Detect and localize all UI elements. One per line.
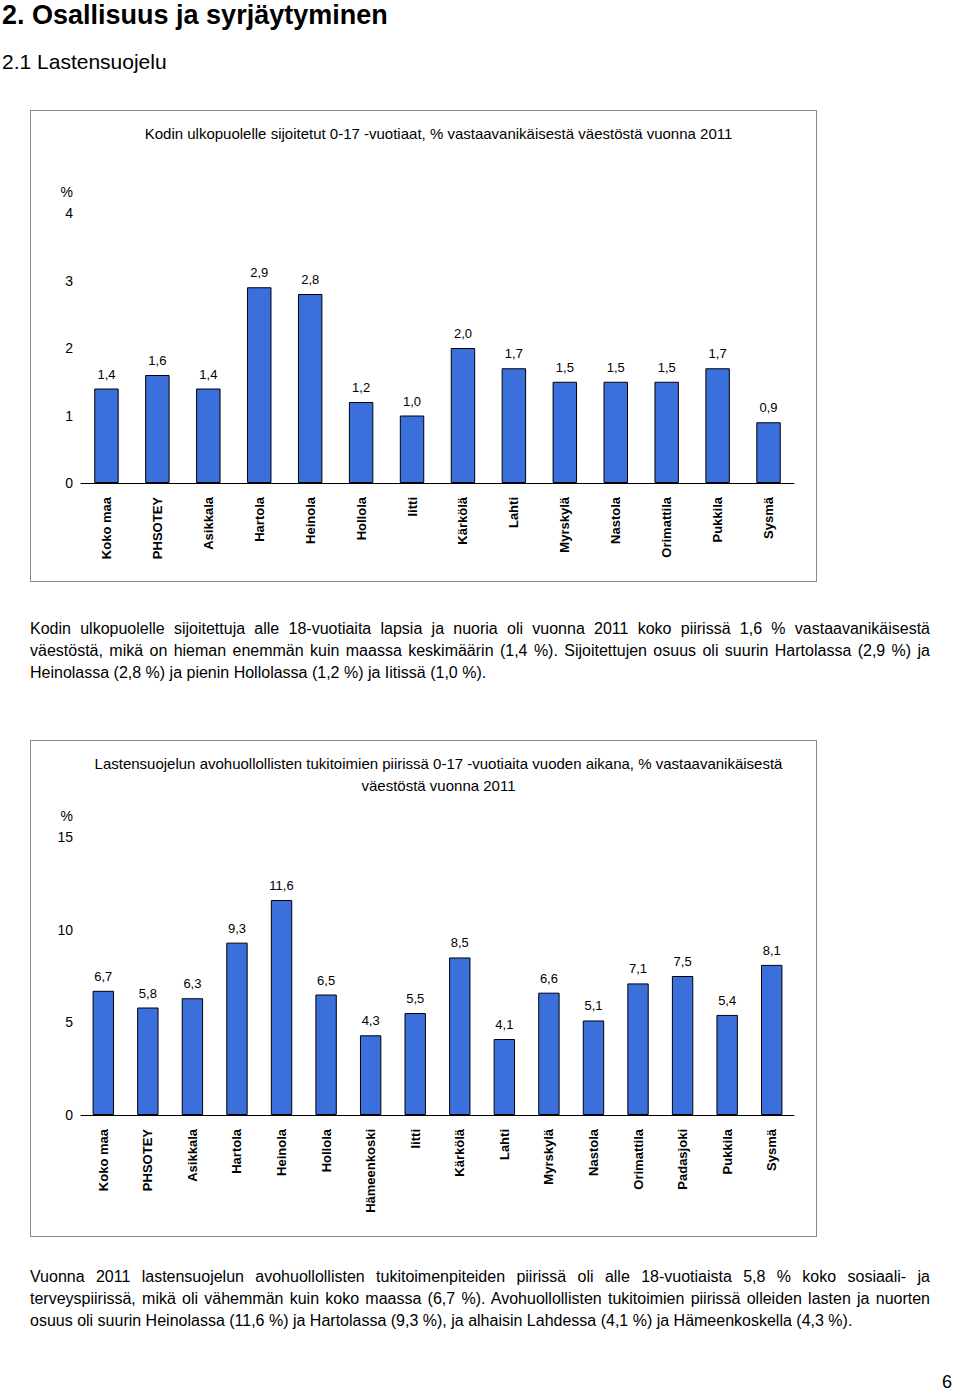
svg-text:Heinola: Heinola <box>303 496 318 544</box>
svg-text:6,3: 6,3 <box>183 976 201 991</box>
svg-text:15: 15 <box>57 829 73 845</box>
svg-text:Asikkala: Asikkala <box>201 496 216 550</box>
svg-text:Hartola: Hartola <box>229 1128 244 1174</box>
svg-text:1,5: 1,5 <box>658 360 676 375</box>
svg-text:PHSOTEY: PHSOTEY <box>140 1129 155 1191</box>
html-text:2.1 Lastensuojelu: 2.1 Lastensuojelu <box>2 50 167 73</box>
svg-text:Hartola: Hartola <box>252 496 267 542</box>
svg-text:2,0: 2,0 <box>454 326 472 341</box>
svg-text:3: 3 <box>65 273 73 289</box>
svg-text:1,0: 1,0 <box>403 394 421 409</box>
svg-text:1: 1 <box>65 408 73 424</box>
svg-text:Iitti: Iitti <box>408 1129 423 1149</box>
html-text:Kodin ulkopuolelle sijoitettuj: Kodin ulkopuolelle sijoitettuja alle 18-… <box>30 620 930 681</box>
svg-text:Koko maa: Koko maa <box>96 1128 111 1191</box>
svg-text:Hämeenkoski: Hämeenkoski <box>363 1129 378 1213</box>
svg-text:5,5: 5,5 <box>406 991 424 1006</box>
svg-text:4: 4 <box>65 205 73 221</box>
svg-text:Nastola: Nastola <box>608 496 623 544</box>
svg-text:6,7: 6,7 <box>94 969 112 984</box>
svg-text:Lahti: Lahti <box>497 1129 512 1160</box>
svg-text:Iitti: Iitti <box>405 497 420 517</box>
svg-text:1,4: 1,4 <box>199 367 217 382</box>
svg-text:Kärkölä: Kärkölä <box>455 496 470 544</box>
svg-text:5: 5 <box>65 1014 73 1030</box>
svg-text:4,1: 4,1 <box>495 1017 513 1032</box>
svg-text:%: % <box>61 184 73 200</box>
html-text:Vuonna 2011 lastensuojelun avo: Vuonna 2011 lastensuojelun avohuollollis… <box>30 1268 930 1329</box>
svg-text:Myrskylä: Myrskylä <box>541 1128 556 1184</box>
svg-text:%: % <box>61 808 73 824</box>
html-text:Lastensuojelun avohuollolliste: Lastensuojelun avohuollollisten tukitoim… <box>94 755 783 794</box>
svg-text:Orimattila: Orimattila <box>631 1128 646 1189</box>
svg-text:6,5: 6,5 <box>317 973 335 988</box>
html-text:6: 6 <box>942 1372 952 1392</box>
svg-text:Nastola: Nastola <box>586 1128 601 1176</box>
svg-text:2,8: 2,8 <box>301 272 319 287</box>
html-text:2. Osallisuus ja syrjäytyminen: 2. Osallisuus ja syrjäytyminen <box>2 0 388 30</box>
svg-text:Heinola: Heinola <box>274 1128 289 1176</box>
svg-text:1,6: 1,6 <box>148 353 166 368</box>
svg-text:1,7: 1,7 <box>709 346 727 361</box>
svg-text:5,1: 5,1 <box>584 998 602 1013</box>
svg-text:0: 0 <box>65 1107 73 1123</box>
svg-text:Asikkala: Asikkala <box>185 1128 200 1182</box>
svg-text:2: 2 <box>65 340 73 356</box>
html-text:Kodin ulkopuolelle sijoitetut: Kodin ulkopuolelle sijoitetut 0-17 -vuot… <box>144 125 733 142</box>
svg-text:10: 10 <box>57 922 73 938</box>
svg-text:Pukkila: Pukkila <box>710 496 725 542</box>
svg-text:2,9: 2,9 <box>250 265 268 280</box>
svg-text:Sysmä: Sysmä <box>761 496 776 539</box>
svg-text:Myrskylä: Myrskylä <box>557 496 572 552</box>
svg-text:1,5: 1,5 <box>607 360 625 375</box>
svg-text:0: 0 <box>65 475 73 491</box>
svg-text:9,3: 9,3 <box>228 921 246 936</box>
svg-text:1,5: 1,5 <box>556 360 574 375</box>
svg-text:Kärkölä: Kärkölä <box>452 1128 467 1176</box>
svg-text:5,4: 5,4 <box>718 993 736 1008</box>
svg-text:0,9: 0,9 <box>759 400 777 415</box>
svg-text:Sysmä: Sysmä <box>764 1128 779 1171</box>
svg-text:7,1: 7,1 <box>629 961 647 976</box>
svg-text:4,3: 4,3 <box>362 1013 380 1028</box>
svg-text:7,5: 7,5 <box>674 954 692 969</box>
svg-text:6,6: 6,6 <box>540 971 558 986</box>
svg-text:8,1: 8,1 <box>763 943 781 958</box>
svg-text:Hollola: Hollola <box>354 496 369 540</box>
svg-text:8,5: 8,5 <box>451 935 469 950</box>
svg-text:5,8: 5,8 <box>139 986 157 1001</box>
svg-text:Hollola: Hollola <box>319 1128 334 1172</box>
svg-text:Pukkila: Pukkila <box>720 1128 735 1174</box>
svg-text:Koko maa: Koko maa <box>99 496 114 559</box>
svg-text:Lahti: Lahti <box>506 497 521 528</box>
svg-text:PHSOTEY: PHSOTEY <box>150 497 165 559</box>
svg-text:1,7: 1,7 <box>505 346 523 361</box>
svg-text:11,6: 11,6 <box>269 878 293 893</box>
svg-text:Orimattila: Orimattila <box>659 496 674 557</box>
svg-text:1,2: 1,2 <box>352 380 370 395</box>
svg-text:1,4: 1,4 <box>97 367 115 382</box>
svg-text:Padasjoki: Padasjoki <box>675 1129 690 1190</box>
